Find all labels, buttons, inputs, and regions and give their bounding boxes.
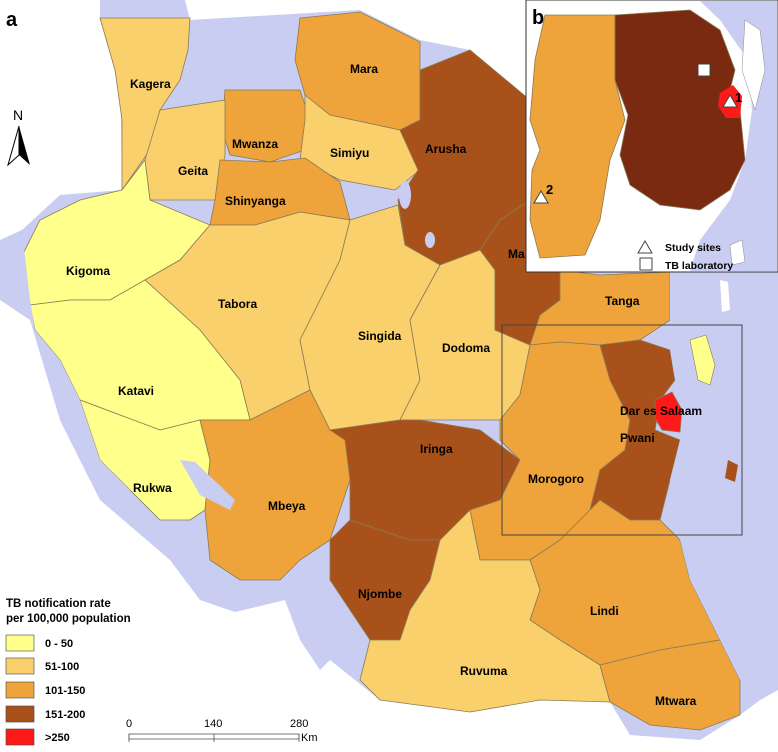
lake-eyasi: [399, 181, 411, 209]
label-iringa: Iringa: [420, 442, 453, 456]
study-site-1-label: 1: [735, 90, 742, 105]
label-kagera: Kagera: [130, 77, 171, 91]
label-morogoro: Morogoro: [528, 472, 584, 486]
indian-ocean: [670, 272, 778, 700]
region-mwanza[interactable]: [221, 89, 311, 163]
label-dodoma: Dodoma: [442, 341, 490, 355]
study-site-1-marker: [722, 94, 738, 108]
label-mtwara: Mtwara: [655, 694, 697, 708]
legend-label: 0 - 50: [45, 638, 73, 650]
study-site-2-marker: [533, 190, 549, 204]
lake-tanganyika: [0, 230, 130, 500]
north-arrow-icon: N: [7, 107, 30, 167]
legend: TB notification rate per 100,000 populat…: [5, 598, 131, 746]
label-pwani: Pwani: [620, 431, 655, 445]
lake-manyara: [425, 232, 435, 248]
label-dar-es-salaam: Dar es Salaam: [620, 404, 702, 418]
lake-rukwa: [180, 460, 235, 510]
inset-legend-tb-laboratory: TB laboratory: [665, 260, 733, 272]
scale-bar: 0 140 280 Km: [126, 718, 318, 744]
island-zanzibar: [689, 334, 716, 386]
scale-unit: Km: [301, 732, 318, 744]
scale-tick-280: 280: [290, 718, 308, 730]
label-geita: Geita: [178, 164, 208, 178]
region-dar-es-salaam[interactable]: [654, 391, 683, 433]
panel-letter-a: a: [6, 9, 18, 31]
square-icon: [639, 257, 653, 271]
label-simiyu: Simiyu: [330, 146, 369, 160]
region-ruvuma[interactable]: [359, 509, 611, 713]
regions-layer: [19, 11, 741, 731]
region-labels: Kagera Mara Mwanza Geita Simiyu Shinyang…: [66, 62, 702, 708]
label-mara: Mara: [350, 62, 378, 76]
scale-tick-0: 0: [126, 718, 132, 730]
triangle-icon: [637, 240, 653, 254]
legend-title-line1: TB notification rate: [6, 598, 111, 610]
label-manyara: Ma: [508, 247, 525, 261]
region-mbeya[interactable]: [199, 389, 351, 581]
region-mtwara[interactable]: [599, 639, 741, 731]
inset-legend-study-sites: Study sites: [665, 242, 721, 254]
legend-swatch: [5, 657, 35, 675]
legend-label: 101-150: [45, 685, 85, 697]
inset-pwani: [614, 9, 746, 211]
label-katavi: Katavi: [118, 384, 154, 398]
label-tanga: Tanga: [605, 294, 640, 308]
region-simiyu[interactable]: [299, 94, 421, 191]
legend-item-151-200: 151-200: [5, 705, 85, 723]
label-mwanza: Mwanza: [232, 137, 278, 151]
legend-swatch: [5, 681, 35, 699]
label-arusha: Arusha: [425, 142, 467, 156]
legend-swatch: [5, 634, 35, 652]
panel-letter-b: b: [532, 7, 544, 29]
legend-label: 51-100: [45, 661, 79, 673]
inset-panel: 1 2 Study sites TB laboratory b: [525, 0, 778, 273]
label-kigoma: Kigoma: [66, 264, 110, 278]
lake-nyasa: [285, 600, 330, 670]
label-mbeya: Mbeya: [268, 499, 306, 513]
legend-item-51-100: 51-100: [5, 657, 79, 675]
study-site-2-label: 2: [546, 182, 553, 197]
tb-laboratory-marker: [697, 63, 711, 77]
north-label: N: [13, 107, 23, 123]
legend-item-250: >250: [5, 728, 70, 746]
island-mafia: [725, 460, 738, 482]
label-rukwa: Rukwa: [133, 481, 172, 495]
label-singida: Singida: [358, 329, 402, 343]
legend-label: >250: [45, 732, 70, 744]
label-ruvuma: Ruvuma: [460, 664, 508, 678]
legend-item-0-50: 0 - 50: [5, 634, 73, 652]
scale-tick-140: 140: [204, 718, 222, 730]
island-pemba: [720, 280, 730, 312]
legend-title-line2: per 100,000 population: [6, 613, 131, 625]
legend-label: 151-200: [45, 709, 85, 721]
legend-swatch: [5, 728, 35, 746]
label-lindi: Lindi: [590, 604, 619, 618]
label-njombe: Njombe: [358, 587, 402, 601]
legend-item-101-150: 101-150: [5, 681, 85, 699]
inset-morogoro: [529, 14, 626, 259]
legend-swatch: [5, 705, 35, 723]
label-tabora: Tabora: [218, 297, 257, 311]
label-shinyanga: Shinyanga: [225, 194, 286, 208]
study-area-rect: [501, 324, 743, 536]
